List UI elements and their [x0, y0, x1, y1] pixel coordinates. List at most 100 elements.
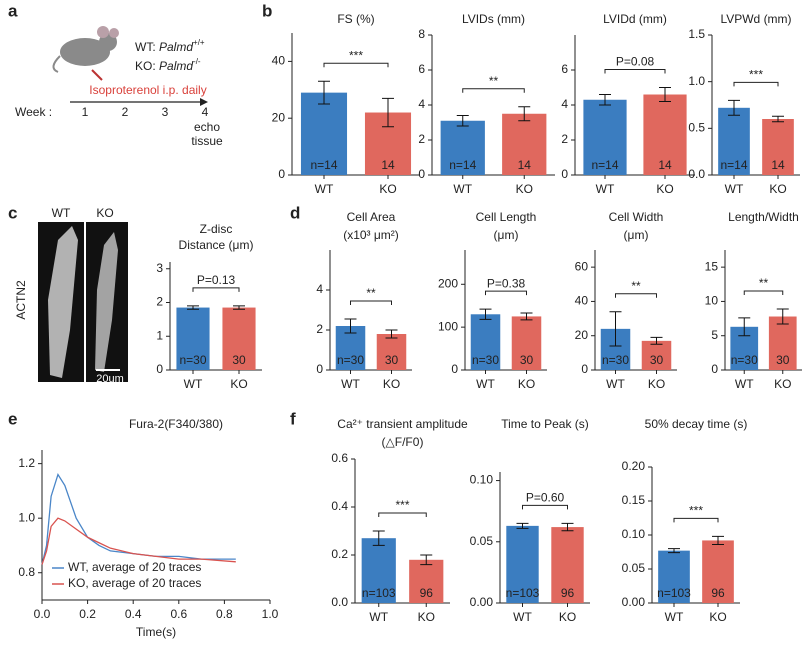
error-bar — [233, 305, 245, 310]
significance-bracket — [615, 293, 657, 298]
n-label: 14 — [658, 158, 672, 172]
x-tick-label: 0.0 — [34, 607, 51, 621]
n-label: 30 — [776, 353, 790, 367]
significance-bracket — [350, 300, 392, 305]
panel-label: e — [8, 409, 17, 428]
x-tick-label: WT — [453, 182, 472, 196]
x-tick-label: KO — [559, 610, 576, 624]
x-tick-label: WT — [606, 377, 625, 391]
x-tick-label: KO — [516, 182, 533, 196]
error-bar — [520, 312, 533, 321]
error-bar — [599, 94, 611, 106]
n-label: n=30 — [602, 353, 629, 367]
chart-title: Ca²⁺ transient amplitude — [337, 417, 468, 431]
image-label: WT — [52, 206, 71, 220]
n-label: 30 — [520, 353, 534, 367]
y-tick-label: 4 — [418, 97, 425, 111]
significance-bracket — [733, 81, 779, 87]
bar — [658, 550, 690, 603]
line-series — [41, 473, 236, 565]
error-bar — [772, 115, 784, 123]
y-tick-label: 6 — [561, 62, 568, 76]
significance-bracket — [673, 517, 719, 523]
bar — [361, 538, 396, 603]
y-tick-label: 1 — [156, 328, 163, 342]
n-label: n=103 — [657, 586, 691, 600]
chart-title: Time to Peak (s) — [501, 417, 589, 431]
error-bar — [516, 522, 529, 529]
x-tick-label: KO — [379, 182, 396, 196]
x-tick-label: KO — [656, 182, 673, 196]
y-tick-label: 0 — [561, 167, 568, 181]
y-tick-label: 10 — [705, 294, 719, 308]
error-bar — [344, 318, 357, 334]
week-label: Week : — [15, 105, 52, 119]
y-tick-label: 1.5 — [688, 27, 705, 41]
n-label: 96 — [711, 586, 725, 600]
significance-bracket — [192, 287, 240, 292]
week: 2 — [122, 105, 129, 119]
y-tick-label: 5 — [711, 328, 718, 342]
y-tick-label: 0.2 — [331, 547, 348, 561]
y-tick-label: 0.0 — [331, 595, 348, 609]
panel-label: c — [8, 203, 17, 222]
y-tick-label: 4 — [561, 97, 568, 111]
x-tick-label: KO — [383, 377, 400, 391]
scale-label: 20um — [96, 373, 124, 385]
significance-label: ** — [759, 276, 769, 290]
error-bar — [659, 87, 671, 102]
bar — [409, 559, 444, 603]
chart-title: Fura-2(F340/380) — [129, 417, 223, 431]
y-tick-label: 2 — [316, 322, 323, 336]
x-tick-label: WT — [369, 610, 388, 624]
x-tick-label: KO — [518, 377, 535, 391]
error-bar — [518, 106, 531, 122]
week: 4 — [202, 105, 209, 119]
y-tick-label: 0.05 — [470, 534, 494, 548]
line-series — [41, 517, 236, 565]
x-tick-label: WT — [184, 377, 203, 391]
error-bar — [609, 311, 622, 347]
n-label: n=30 — [337, 353, 364, 367]
x-tick-label: KO — [230, 377, 247, 391]
y-tick-label: 100 — [438, 319, 458, 333]
y-tick-label: 0.00 — [470, 595, 494, 609]
panel-label: f — [290, 409, 296, 428]
chart-title: Cell Length — [476, 210, 537, 224]
significance-label: *** — [395, 498, 409, 512]
y-tick-label: 0.8 — [18, 565, 35, 579]
error-bar — [385, 329, 398, 339]
y-tick-label: 0 — [451, 362, 458, 376]
y-tick-label: 2 — [561, 132, 568, 146]
x-tick-label: WT — [725, 182, 744, 196]
n-label: n=30 — [731, 353, 758, 367]
n-label: 30 — [650, 353, 664, 367]
chart-title: LVIDd (mm) — [603, 12, 667, 26]
bar — [702, 540, 734, 603]
significance-label: *** — [689, 504, 703, 518]
y-tick-label: 0 — [581, 362, 588, 376]
error-bar — [420, 554, 433, 566]
chart-title: (μm) — [494, 228, 519, 242]
y-tick-label: 2 — [418, 132, 425, 146]
significance-label: *** — [349, 48, 363, 62]
n-label: n=14 — [591, 158, 618, 172]
x-tick-label: KO — [418, 610, 435, 624]
x-tick-label: KO — [648, 377, 665, 391]
n-label: 30 — [385, 353, 399, 367]
significance-bracket — [604, 69, 666, 74]
x-tick-label: KO — [774, 377, 791, 391]
y-tick-label: 0.10 — [470, 473, 494, 487]
significance-label: *** — [749, 68, 763, 82]
bar — [768, 316, 797, 370]
n-label: n=14 — [310, 158, 337, 172]
week: 3 — [162, 105, 169, 119]
significance-bracket — [323, 62, 389, 68]
n-label: 30 — [232, 353, 246, 367]
x-tick-label: WT — [735, 377, 754, 391]
chart-title: FS (%) — [337, 12, 374, 26]
y-tick-label: 0.00 — [622, 595, 646, 609]
y-tick-label: 1.2 — [18, 456, 35, 470]
x-tick-label: 0.8 — [216, 607, 233, 621]
